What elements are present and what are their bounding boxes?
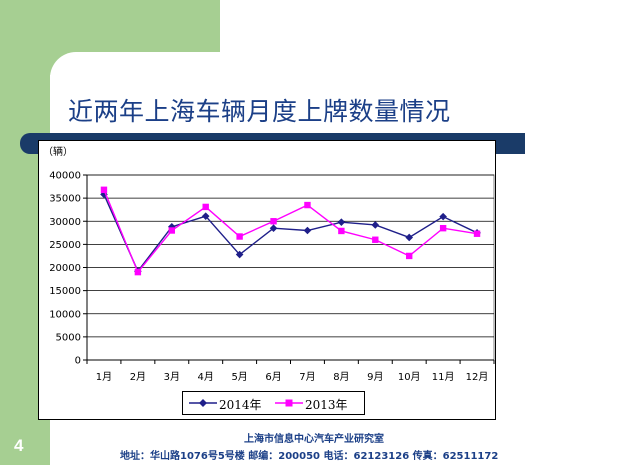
x-tick-label: 6月 — [265, 371, 281, 383]
y-tick-label: 35000 — [49, 194, 81, 205]
x-tick-label: 2月 — [130, 371, 146, 383]
footer-organization: 上海市信息中心汽车产业研究室 — [244, 434, 384, 445]
data-point-1 — [406, 252, 413, 260]
x-tick-label: 8月 — [333, 371, 349, 383]
x-tick-label: 5月 — [231, 371, 247, 383]
x-tick-label: 11月 — [432, 371, 455, 383]
legend-label-2013: 2013年 — [305, 398, 348, 412]
y-unit-label: （辆） — [43, 145, 73, 158]
data-point-1 — [304, 201, 311, 209]
y-tick-label: 20000 — [49, 263, 81, 274]
data-point-0 — [269, 224, 278, 232]
page-number: 4 — [14, 436, 24, 455]
data-point-0 — [439, 212, 447, 221]
x-tick-label: 9月 — [367, 371, 383, 383]
data-point-0 — [201, 212, 210, 220]
chart-legend: 2014年 2013年 — [182, 391, 365, 415]
y-tick-label: 10000 — [49, 309, 81, 320]
legend-label-2014: 2014年 — [219, 398, 262, 412]
data-point-1 — [236, 233, 243, 240]
data-point-1 — [372, 236, 379, 243]
x-tick-label: 10月 — [398, 371, 421, 383]
data-point-1 — [338, 227, 345, 235]
y-tick-label: 25000 — [49, 240, 81, 251]
slide-title: 近两年上海车辆月度上牌数量情况 — [68, 97, 451, 126]
x-tick-label: 3月 — [164, 371, 180, 383]
y-tick-label: 0 — [75, 356, 81, 367]
x-tick-label: 4月 — [198, 371, 214, 383]
y-tick-label: 5000 — [56, 332, 81, 343]
data-point-0 — [405, 233, 414, 242]
legend-line-diamond-icon — [189, 399, 217, 407]
y-tick-label: 15000 — [49, 286, 81, 297]
data-point-1 — [134, 268, 142, 276]
x-tick-label: 7月 — [299, 371, 315, 383]
data-point-1 — [439, 224, 447, 232]
line-chart: （辆） 0 5000 10000 15000 20000 25000 30000 35000 40… — [43, 145, 495, 383]
data-point-1 — [168, 227, 175, 234]
data-point-1 — [473, 230, 481, 237]
x-tick-label: 1月 — [96, 371, 112, 383]
y-tick-label: 30000 — [49, 217, 81, 228]
footer-contact: 地址：华山路1076号5号楼 邮编：200050 电话：62123126 传真：… — [120, 451, 499, 462]
series-line-0 — [103, 194, 478, 273]
y-tick-label: 40000 — [49, 171, 81, 182]
legend-line-square-icon — [275, 399, 303, 407]
x-tick-label: 12月 — [466, 371, 489, 383]
series-line-1 — [103, 189, 478, 274]
data-point-1 — [100, 186, 108, 193]
data-point-0 — [303, 226, 312, 235]
data-point-1 — [270, 218, 277, 225]
data-point-1 — [202, 203, 209, 211]
chart-frame: （辆） 0 5000 10000 15000 20000 25000 30000 35000 40… — [38, 140, 496, 420]
